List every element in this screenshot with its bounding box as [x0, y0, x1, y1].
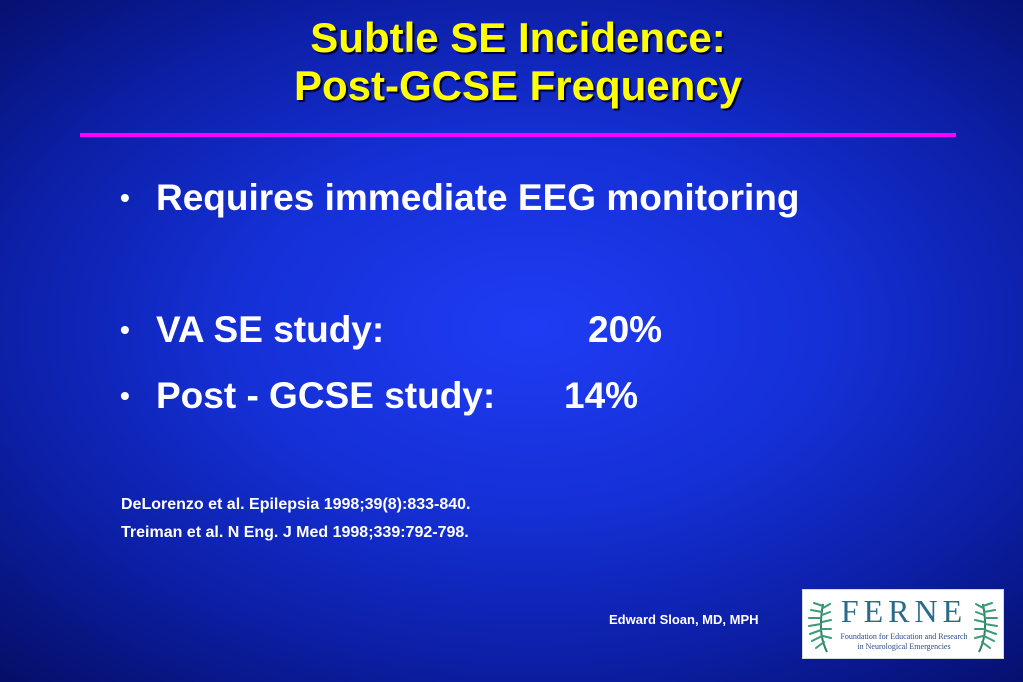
bullet-value: 14%: [564, 375, 639, 416]
logo-wordmark: FERNE: [840, 593, 968, 629]
title-line-2: Post-GCSE Frequency: [293, 62, 743, 109]
author-credit: Edward Sloan, MD, MPH: [609, 612, 759, 627]
logo-subtitle-line-1: Foundation for Education and Research: [840, 632, 968, 641]
slide-title: Subtle SE Incidence: Post-GCSE Frequency: [80, 14, 956, 110]
title-line-1: Subtle SE Incidence:: [310, 14, 726, 61]
bullet-text: VA SE study:: [156, 309, 385, 350]
logo-subtitle-line-2: in Neurological Emergencies: [857, 642, 951, 651]
bullet-item: • VA SE study: 20%: [118, 308, 662, 352]
fern-leaf-icon: [808, 602, 832, 653]
bullet-item: • Post - GCSE study: 14%: [118, 374, 638, 418]
fern-leaf-icon: [974, 602, 998, 653]
bullet-icon: •: [120, 182, 130, 213]
bullet-value: 20%: [588, 309, 663, 350]
logo-subtitle: Foundation for Education and Research in…: [833, 632, 975, 652]
bullet-text: Post - GCSE study:: [156, 375, 496, 416]
bullet-text: Requires immediate EEG monitoring: [156, 177, 800, 218]
bullet-item: • Requires immediate EEG monitoring: [118, 176, 800, 220]
bullet-icon: •: [120, 380, 130, 411]
title-divider: [80, 133, 956, 137]
references: DeLorenzo et al. Epilepsia 1998;39(8):83…: [121, 491, 470, 547]
reference-2: Treiman et al. N Eng. J Med 1998;339:792…: [121, 524, 469, 541]
bullet-icon: •: [120, 314, 130, 345]
reference-1: DeLorenzo et al. Epilepsia 1998;39(8):83…: [121, 496, 471, 513]
ferne-logo: FERNE Foundation for Education and Resea…: [802, 589, 1004, 659]
